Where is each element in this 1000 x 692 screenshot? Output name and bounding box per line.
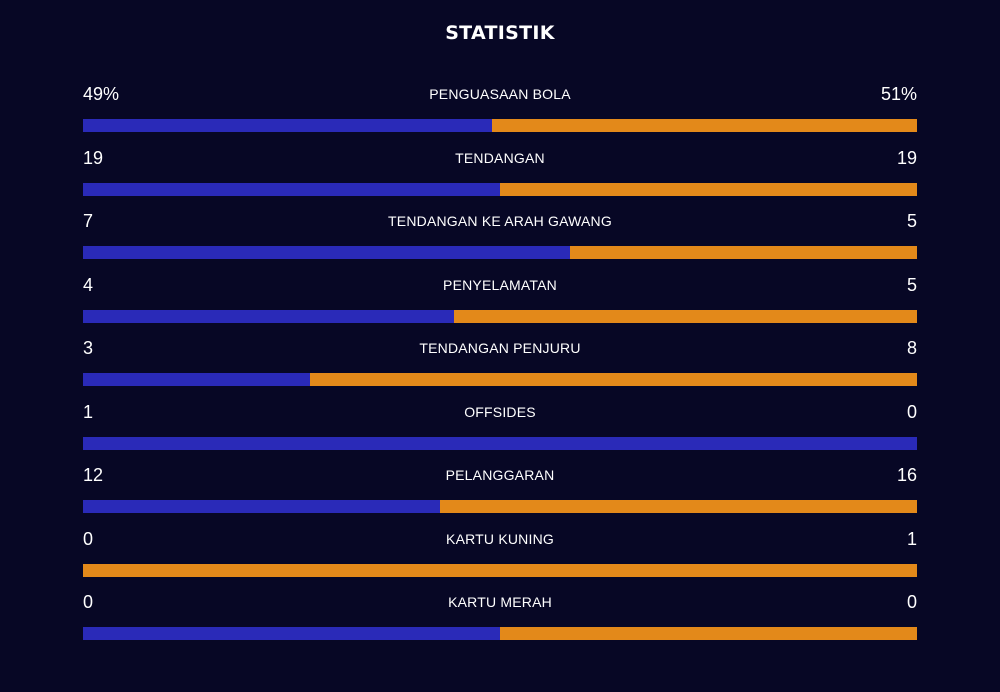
stat-home-value: 3: [83, 338, 94, 358]
stat-row: 19 TENDANGAN 19: [83, 144, 917, 208]
stat-comparison-bar: [83, 119, 917, 132]
stat-comparison-bar: [83, 627, 917, 640]
stat-label: PELANGGARAN: [445, 467, 555, 483]
stat-away-value: 1: [906, 528, 917, 549]
stats-list: 49% PENGUASAAN BOLA 51% 19 TENDANGAN 19 7 TENDA…: [83, 80, 917, 652]
stat-bar-away-segment: [83, 563, 917, 577]
stat-home-value: 0: [83, 592, 94, 612]
stat-label: PENGUASAAN BOLA: [429, 86, 571, 102]
stat-label: TENDANGAN: [455, 149, 545, 166]
stat-bar-away-segment: [500, 182, 917, 196]
stat-away-value: 51%: [880, 84, 917, 104]
stat-bar-home-segment: [83, 373, 311, 386]
stat-bar-away-segment: [310, 373, 917, 386]
stat-label: KARTU MERAH: [448, 594, 552, 610]
stat-home-value: 1: [83, 401, 94, 422]
stat-bar-home-segment: [83, 246, 570, 259]
stat-bar-home-segment: [83, 119, 492, 132]
stat-comparison-bar: [83, 246, 917, 259]
stat-bar-home-segment: [83, 627, 500, 640]
stat-bar-away-segment: [440, 500, 917, 513]
stat-comparison-bar: [83, 436, 917, 450]
stat-away-value: 8: [906, 338, 917, 358]
stat-comparison-bar: [83, 500, 917, 513]
stat-row: 49% PENGUASAAN BOLA 51%: [83, 80, 917, 144]
stat-comparison-bar: [83, 373, 917, 386]
stat-home-value: 19: [83, 147, 104, 168]
stat-bar-home-segment: [83, 436, 917, 450]
stat-row: 1 OFFSIDES 0: [83, 398, 917, 462]
stat-home-value: 0: [83, 528, 94, 549]
stat-away-value: 19: [896, 147, 917, 168]
stat-label: TENDANGAN PENJURU: [419, 340, 581, 356]
stat-home-value: 12: [83, 465, 104, 485]
stat-label: OFFSIDES: [464, 403, 536, 420]
stat-comparison-bar: [83, 182, 917, 196]
stat-bar-home-segment: [83, 500, 441, 513]
stat-away-value: 0: [906, 401, 917, 422]
stat-home-value: 4: [83, 274, 94, 295]
stat-home-value: 7: [83, 211, 94, 231]
stat-away-value: 16: [896, 465, 917, 485]
stat-label: PENYELAMATAN: [443, 276, 557, 293]
stat-label: TENDANGAN KE ARAH GAWANG: [388, 213, 612, 229]
stat-bar-home-segment: [83, 309, 454, 323]
stat-away-value: 5: [906, 274, 917, 295]
stat-label: KARTU KUNING: [446, 530, 554, 547]
stat-home-value: 49%: [83, 84, 120, 104]
stat-row: 3 TENDANGAN PENJURU 8: [83, 334, 917, 398]
stat-bar-away-segment: [453, 309, 917, 323]
stat-bar-away-segment: [500, 627, 917, 640]
stat-row: 4 PENYELAMATAN 5: [83, 271, 917, 335]
stat-bar-away-segment: [491, 119, 917, 132]
stat-comparison-bar: [83, 309, 917, 323]
stat-bar-away-segment: [569, 246, 917, 259]
stat-row: 0 KARTU MERAH 0: [83, 588, 917, 652]
stat-row: 0 KARTU KUNING 1: [83, 525, 917, 589]
stats-title: STATISTIK: [445, 22, 555, 44]
stat-bar-home-segment: [83, 182, 500, 196]
stat-row: 12 PELANGGARAN 16: [83, 461, 917, 525]
stat-away-value: 0: [906, 592, 917, 612]
stat-away-value: 5: [906, 211, 917, 231]
stat-comparison-bar: [83, 563, 917, 577]
stat-row: 7 TENDANGAN KE ARAH GAWANG 5: [83, 207, 917, 271]
